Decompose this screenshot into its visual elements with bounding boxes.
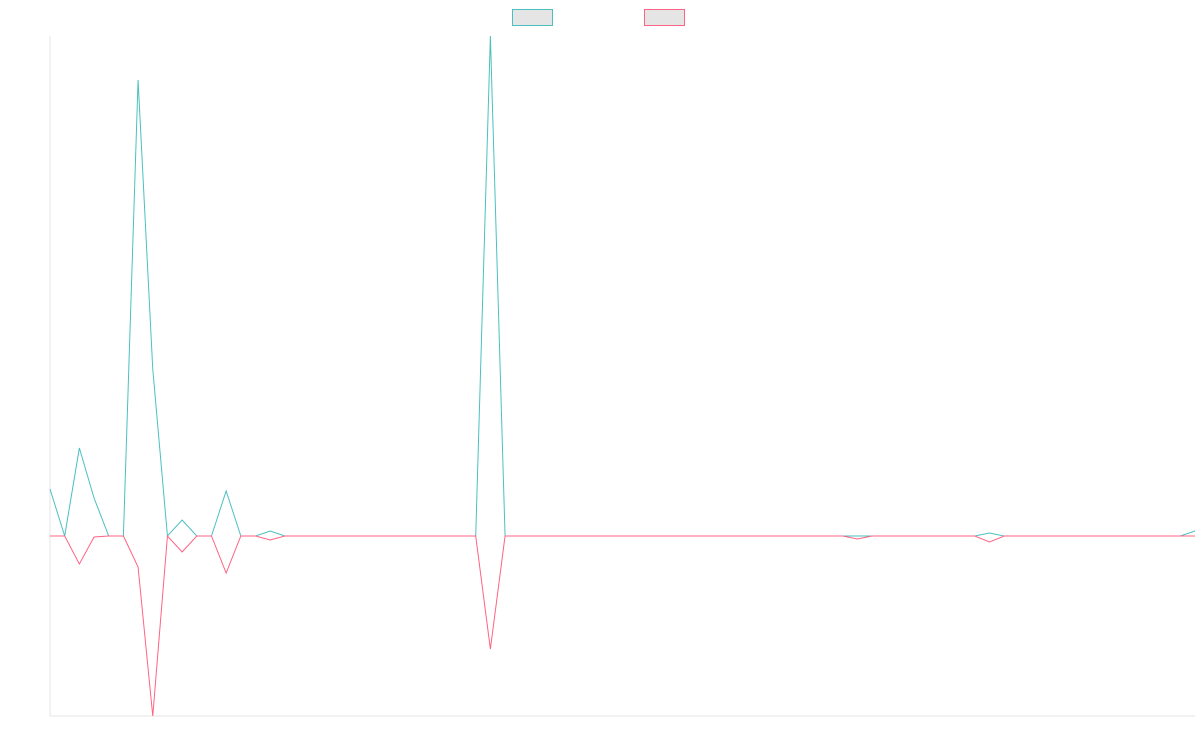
- series-line-1: [49, 35, 1196, 538]
- legend-swatch-2[interactable]: [644, 9, 685, 26]
- series-line-2: [50, 534, 1195, 717]
- axes: [49, 36, 1195, 717]
- legend[interactable]: [512, 9, 685, 26]
- series-group: [49, 35, 1196, 717]
- legend-swatch-1[interactable]: [512, 9, 553, 26]
